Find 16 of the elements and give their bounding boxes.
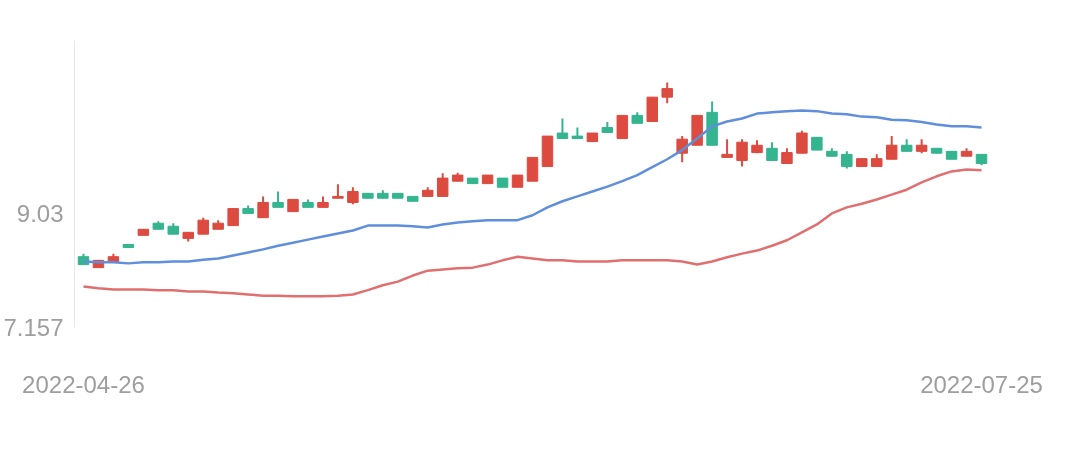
candlestick xyxy=(766,141,778,162)
candlestick xyxy=(556,117,569,140)
candlestick xyxy=(436,172,449,198)
candlestick xyxy=(661,81,673,105)
candlestick xyxy=(736,138,748,168)
x-tick-label: 2022-07-25 xyxy=(920,370,1043,398)
candlestick xyxy=(257,195,269,219)
candlestick xyxy=(616,114,629,140)
candlestick xyxy=(721,138,733,159)
candlestick xyxy=(796,129,808,155)
y-tick-label: 9.03 xyxy=(16,199,64,227)
candlestick xyxy=(526,156,539,183)
line-series xyxy=(82,168,983,298)
candlestick xyxy=(885,135,898,161)
x-tick-label: 2022-04-26 xyxy=(22,370,145,398)
y-tick-label: 7.157 xyxy=(3,314,64,341)
